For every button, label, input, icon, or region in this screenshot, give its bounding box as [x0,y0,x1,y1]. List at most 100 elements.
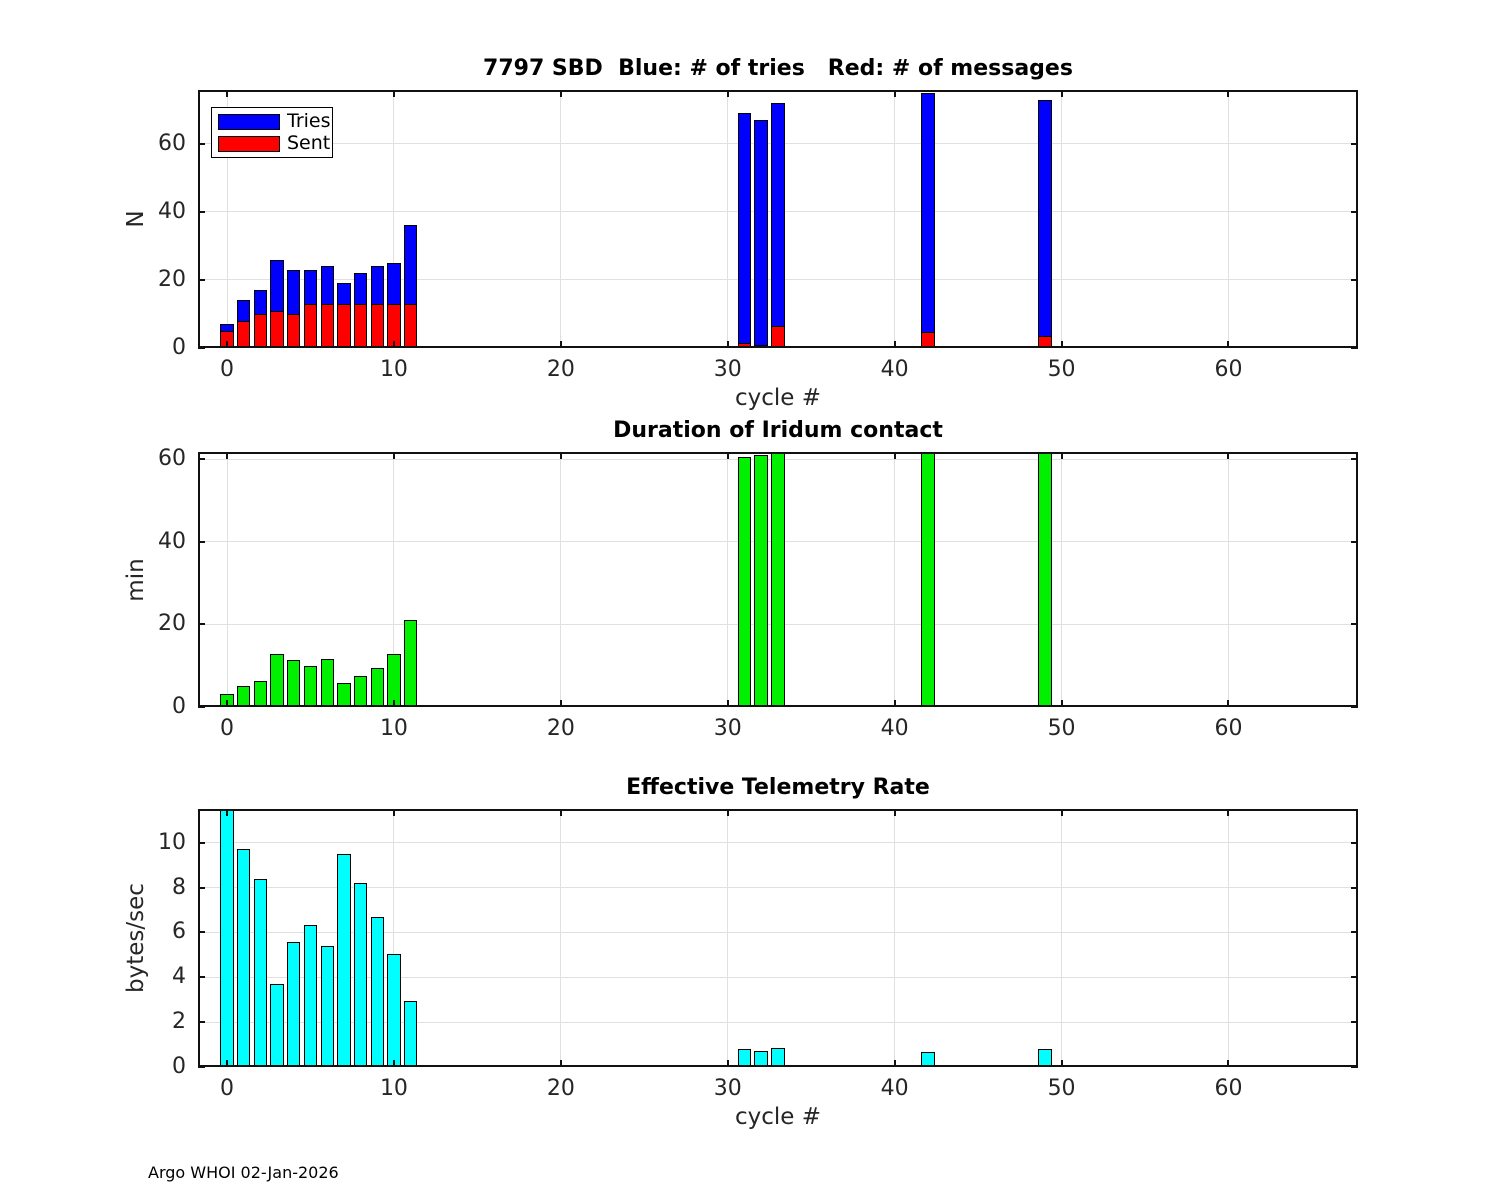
grid-line-horizontal [198,931,1358,933]
x-tick-label: 10 [379,357,408,382]
bar-duration [270,653,284,707]
grid-line-vertical [727,452,729,707]
x-tick-mark [1227,1060,1230,1067]
x-tick-mark [893,809,896,816]
bar-rate [737,1049,752,1067]
y-tick-mark [198,210,205,213]
y-tick-mark [198,706,205,708]
x-tick-mark [1060,452,1063,459]
grid-line-vertical [894,452,896,707]
x-tick-mark [1060,341,1063,348]
x-tick-mark [1227,700,1230,707]
x-tick-mark [226,452,229,459]
y-tick-mark [198,1021,205,1024]
bar-duration [320,659,334,707]
bar-sent [237,320,251,348]
y-tick-mark [198,841,205,844]
grid-line-vertical [894,809,896,1067]
legend-swatch-sent [218,135,280,152]
y-tick-mark [1351,540,1358,543]
plot-tries-messages: 0 10 20 30 40 50 60 0 20 40 60 7797 SBD Blue: # of … [123,56,1358,411]
x-tick-mark [726,90,729,97]
bar-sent [270,310,284,348]
plot-iridium-duration: 0 10 20 30 40 50 60 0 20 40 60 Duration of Iridum c… [123,418,1358,741]
plot-title: Duration of Iridum contact [613,418,943,443]
y-tick-label: 40 [158,528,186,554]
y-tick-label: 4 [172,964,186,990]
bar-rate [303,924,318,1067]
bar-duration [921,452,935,707]
x-tick-mark [893,700,896,707]
y-tick-mark [1351,347,1358,349]
x-tick-mark [1060,809,1063,816]
bar-rate [1038,1049,1052,1067]
grid-line-vertical [393,90,395,348]
bar-sent [737,342,752,348]
y-tick-mark [198,623,205,626]
bar-duration [403,620,418,707]
bar-sent [403,303,418,348]
y-tick-label: 2 [172,1009,186,1035]
y-tick-mark [1351,1021,1358,1024]
x-tick-mark [893,452,896,459]
y-tick-label: 20 [158,611,186,637]
x-tick-label: 0 [220,716,235,741]
x-tick-label: 60 [1214,357,1243,382]
x-tick-mark [1227,452,1230,459]
y-tick-label: 0 [172,694,186,719]
y-tick-mark [1351,458,1358,461]
grid-line-vertical [727,809,729,1067]
bar-duration [337,682,351,707]
legend-label-tries: Tries [287,110,331,132]
x-tick-label: 30 [713,716,742,741]
legend-row: Tries [218,112,331,131]
y-tick-label: 6 [172,919,186,945]
x-tick-label: 0 [220,357,235,382]
x-tick-mark [559,700,562,707]
legend-row: Sent [218,134,330,153]
bar-sent [337,303,351,348]
y-tick-mark [1351,623,1358,626]
x-tick-mark [1060,1060,1063,1067]
bar-rate [921,1052,935,1067]
x-tick-label: 20 [546,1076,575,1101]
x-tick-mark [726,700,729,707]
x-tick-label: 50 [1047,357,1076,382]
x-tick-mark [392,452,395,459]
bar-duration [387,653,401,707]
y-tick-label: 0 [172,1054,186,1079]
y-tick-mark [198,278,205,281]
x-tick-mark [559,452,562,459]
x-tick-mark [392,90,395,97]
x-tick-mark [893,90,896,97]
y-tick-mark [1351,706,1358,708]
x-tick-label: 40 [880,1076,909,1101]
x-tick-mark [559,90,562,97]
y-tick-label: 0 [172,335,186,360]
y-axis-label: N [123,210,149,228]
y-tick-mark [198,931,205,934]
bar-tries [737,113,752,348]
y-tick-label: 40 [158,198,186,224]
x-tick-mark [1227,809,1230,816]
bar-sent [1038,336,1052,348]
x-tick-mark [726,341,729,348]
grid-line-horizontal [198,842,1358,844]
bar-rate [270,983,284,1067]
x-tick-mark [726,452,729,459]
x-tick-mark [559,1060,562,1067]
y-tick-mark [1351,210,1358,213]
y-tick-mark [1351,1066,1358,1068]
x-tick-label: 40 [880,357,909,382]
grid-line-vertical [894,90,896,348]
x-tick-label: 20 [546,357,575,382]
x-axis-label: cycle # [734,1104,822,1130]
x-tick-label: 50 [1047,716,1076,741]
footer-text: Argo WHOI 02-Jan-2026 [148,1163,339,1182]
y-tick-mark [1351,278,1358,281]
bar-tries [1038,99,1052,348]
y-tick-label: 10 [158,829,186,855]
bar-rate [370,916,384,1067]
bar-sent [771,325,785,348]
